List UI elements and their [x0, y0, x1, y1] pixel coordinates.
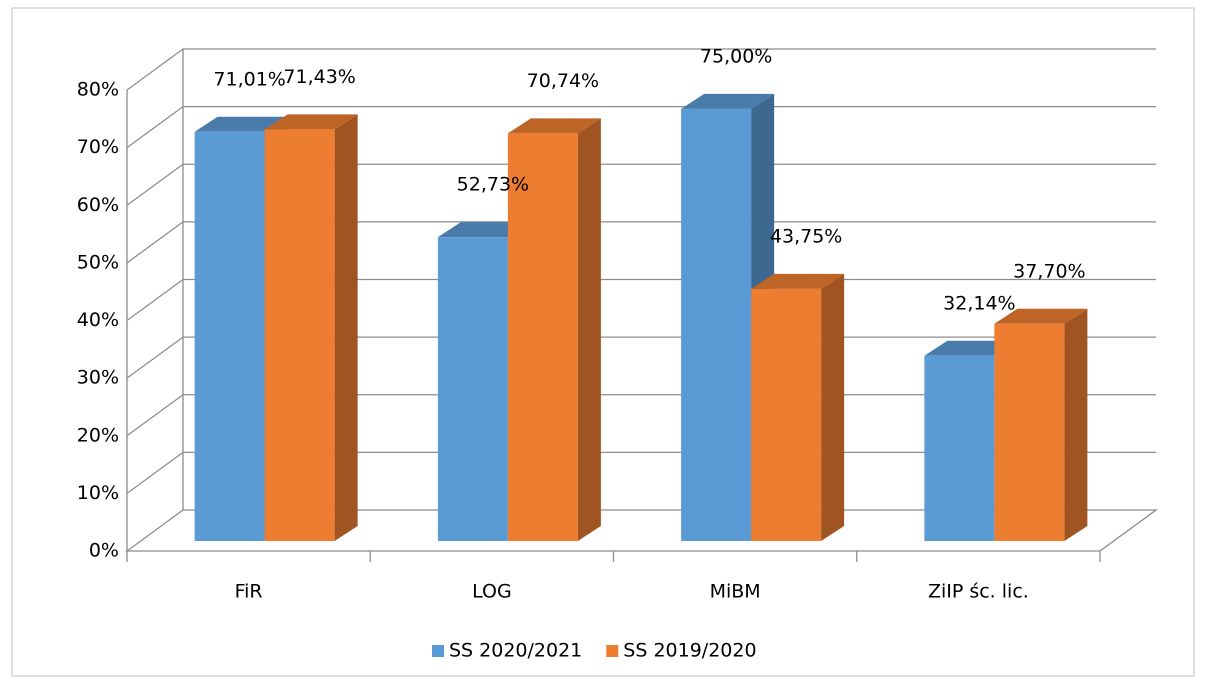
data-label: 43,75% — [770, 225, 842, 247]
y-tick-label: 50% — [77, 251, 119, 273]
data-label: 71,01% — [213, 68, 285, 90]
data-label: 52,73% — [457, 174, 529, 196]
x-tick-label: FiR — [235, 581, 263, 603]
legend-swatch — [606, 645, 619, 657]
bar-top — [264, 114, 358, 130]
bar-side — [1064, 308, 1088, 541]
data-label: 37,70% — [1013, 260, 1085, 282]
bar — [751, 288, 822, 541]
bar — [194, 131, 265, 541]
y-tick-label: 30% — [77, 367, 119, 389]
y-tick-label: 70% — [77, 136, 119, 158]
bar-top — [194, 116, 288, 132]
y-tick-label: 40% — [77, 309, 119, 331]
x-tick-label: LOG — [472, 581, 512, 603]
bar-top — [994, 308, 1088, 324]
bar-top — [924, 340, 1018, 356]
bar-top — [751, 273, 845, 289]
grid-line — [125, 509, 1158, 552]
bar — [507, 133, 578, 541]
y-tick-label: 20% — [77, 424, 119, 446]
legend-label: SS 2019/2020 — [623, 640, 756, 662]
bar-top — [437, 222, 531, 238]
bar-top — [507, 118, 601, 134]
y-tick-label: 80% — [77, 79, 119, 101]
x-tick-label: MiBM — [710, 581, 761, 603]
data-label: 71,43% — [283, 66, 355, 88]
data-label: 70,74% — [527, 70, 599, 92]
y-tick-label: 0% — [89, 540, 119, 562]
data-label: 75,00% — [700, 45, 772, 67]
legend-swatch — [432, 645, 444, 657]
y-tick-label: 10% — [77, 482, 119, 504]
data-label: 32,14% — [943, 292, 1015, 314]
bar — [264, 129, 335, 541]
y-tick-label: 60% — [77, 194, 119, 216]
bar-side — [577, 118, 601, 541]
legend-label: SS 2020/2021 — [449, 640, 582, 662]
bar — [681, 108, 752, 541]
bar-side — [821, 273, 845, 541]
bar — [924, 355, 995, 541]
bar-side — [334, 114, 358, 541]
bar — [437, 237, 508, 541]
x-tick-label: ZiIP śc. lic. — [928, 581, 1029, 603]
bar — [994, 323, 1065, 541]
bar-top — [681, 93, 775, 109]
